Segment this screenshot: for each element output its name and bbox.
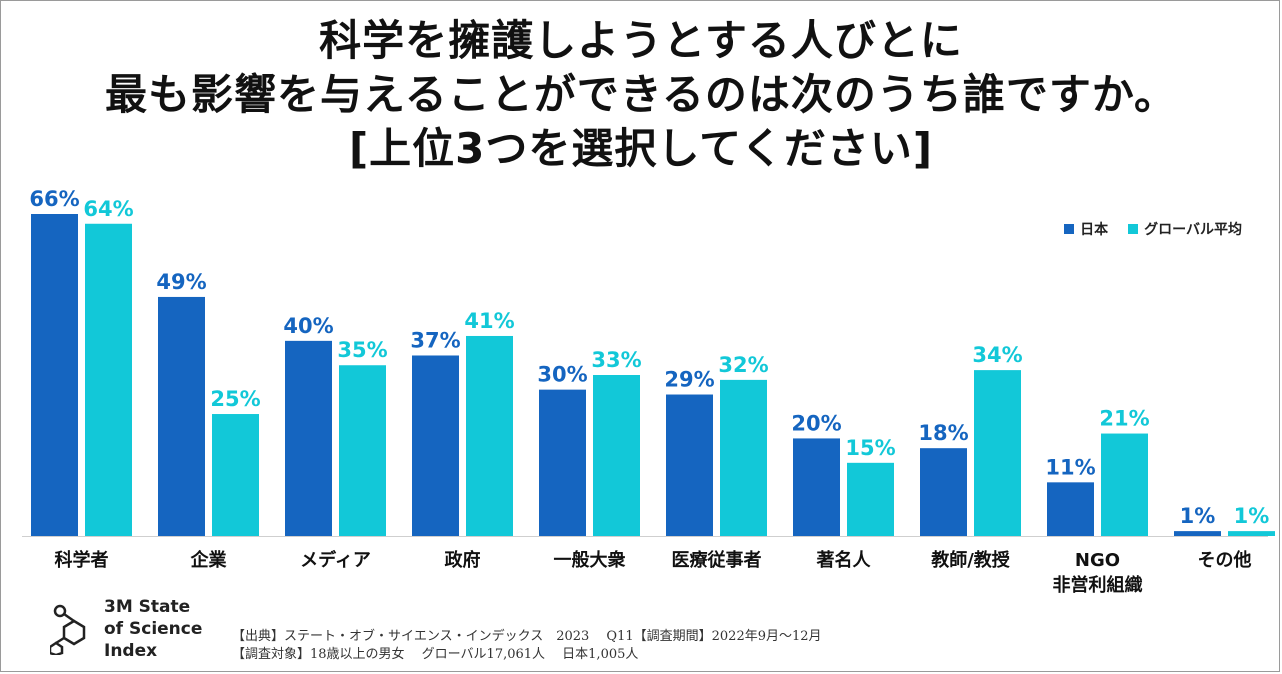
chart-title: 科学を擁護しようとする人びとに 最も影響を与えることができるのは次のうち誰ですか… <box>0 14 1282 176</box>
bar-japan-9 <box>1174 531 1221 536</box>
bar-global-8 <box>1101 433 1148 536</box>
data-label-japan-0: 66% <box>29 187 79 211</box>
data-label-global-1: 25% <box>210 387 260 411</box>
data-label-japan-7: 18% <box>918 421 968 445</box>
bar-japan-5 <box>666 394 713 536</box>
bar-japan-4 <box>539 389 586 536</box>
bar-japan-8 <box>1047 482 1094 536</box>
bar-japan-1 <box>158 296 205 536</box>
bar-japan-3 <box>412 355 459 536</box>
bar-japan-7 <box>920 448 967 536</box>
brand-line-1: 3M State <box>104 597 191 617</box>
bar-global-2 <box>339 365 386 536</box>
category-label-1: 企業 <box>190 549 228 571</box>
category-label-7: 教師/教授 <box>931 549 1011 571</box>
data-label-global-0: 64% <box>83 197 133 221</box>
legend-label-japan: 日本 <box>1080 222 1109 238</box>
legend-item-japan: 日本 <box>1064 219 1108 239</box>
data-label-japan-8: 11% <box>1045 455 1095 479</box>
legend-label-global: グローバル平均 <box>1144 222 1242 238</box>
legend-swatch-global <box>1128 224 1139 234</box>
bar-japan-0 <box>31 214 78 536</box>
bar-japan-6 <box>793 438 840 536</box>
category-label-3: 政府 <box>445 549 481 571</box>
category-label-2: メディア <box>300 549 371 571</box>
data-label-global-7: 34% <box>972 343 1022 367</box>
data-label-global-4: 33% <box>591 348 641 372</box>
source-line-1: 【出典】ステート・オブ・サイエンス・インデックス 2023 Q11【調査期間】2… <box>232 629 822 644</box>
brand-logo: 3M State of Science Index <box>50 596 202 662</box>
data-label-japan-1: 49% <box>156 270 206 294</box>
chart-legend: 日本 グローバル平均 <box>1064 219 1242 239</box>
data-label-global-2: 35% <box>337 338 387 362</box>
legend-swatch-japan <box>1064 224 1075 234</box>
bar-global-6 <box>847 462 894 536</box>
data-label-global-5: 32% <box>718 353 768 377</box>
legend-item-global: グローバル平均 <box>1128 219 1242 239</box>
data-label-japan-3: 37% <box>410 328 460 352</box>
title-line-1: 科学を擁護しようとする人びとに <box>319 16 963 65</box>
title-line-3: [上位3つを選択してください] <box>348 124 934 173</box>
bar-global-3 <box>466 335 513 536</box>
data-label-japan-5: 29% <box>664 368 714 392</box>
title-line-2: 最も影響を与えることができるのは次のうち誰ですか。 <box>104 70 1178 119</box>
data-label-japan-6: 20% <box>791 411 841 435</box>
category-label-4: 一般大衆 <box>554 549 626 571</box>
brand-line-2: of Science <box>104 619 203 639</box>
data-label-global-9: 1% <box>1234 504 1270 528</box>
bar-global-1 <box>212 414 259 536</box>
source-line-2: 【調査対象】18歳以上の男女 グローバル17,061人 日本1,005人 <box>232 647 639 662</box>
molecule-icon <box>50 604 86 655</box>
data-label-japan-4: 30% <box>537 363 587 387</box>
category-label-5: 医療従事者 <box>672 549 762 571</box>
bar-global-7 <box>974 370 1021 536</box>
bar-global-5 <box>720 379 767 536</box>
category-label-6: 著名人 <box>816 549 872 571</box>
bar-global-9 <box>1228 531 1275 536</box>
data-label-global-6: 15% <box>845 436 895 460</box>
category-label-9: その他 <box>1198 549 1252 571</box>
data-label-global-8: 21% <box>1099 407 1149 431</box>
data-label-japan-2: 40% <box>283 314 333 338</box>
data-label-global-3: 41% <box>464 309 514 333</box>
source-note: 【出典】ステート・オブ・サイエンス・インデックス 2023 Q11【調査期間】2… <box>232 628 822 664</box>
bar-global-4 <box>593 375 640 536</box>
category-label-0: 科学者 <box>55 549 109 571</box>
bar-chart: 66% 64% 科学者 49% 25% 企業 40%35% メディア 37%41% 政府 30%33… <box>22 187 1275 596</box>
bar-japan-2 <box>285 340 332 536</box>
data-label-japan-9: 1% <box>1180 504 1216 528</box>
brand-line-3: Index <box>104 641 158 661</box>
bar-global-0 <box>85 223 132 536</box>
category-label-8: NGO 非営利組織 <box>1053 550 1143 596</box>
brand-name: 3M State of Science Index <box>104 596 202 662</box>
